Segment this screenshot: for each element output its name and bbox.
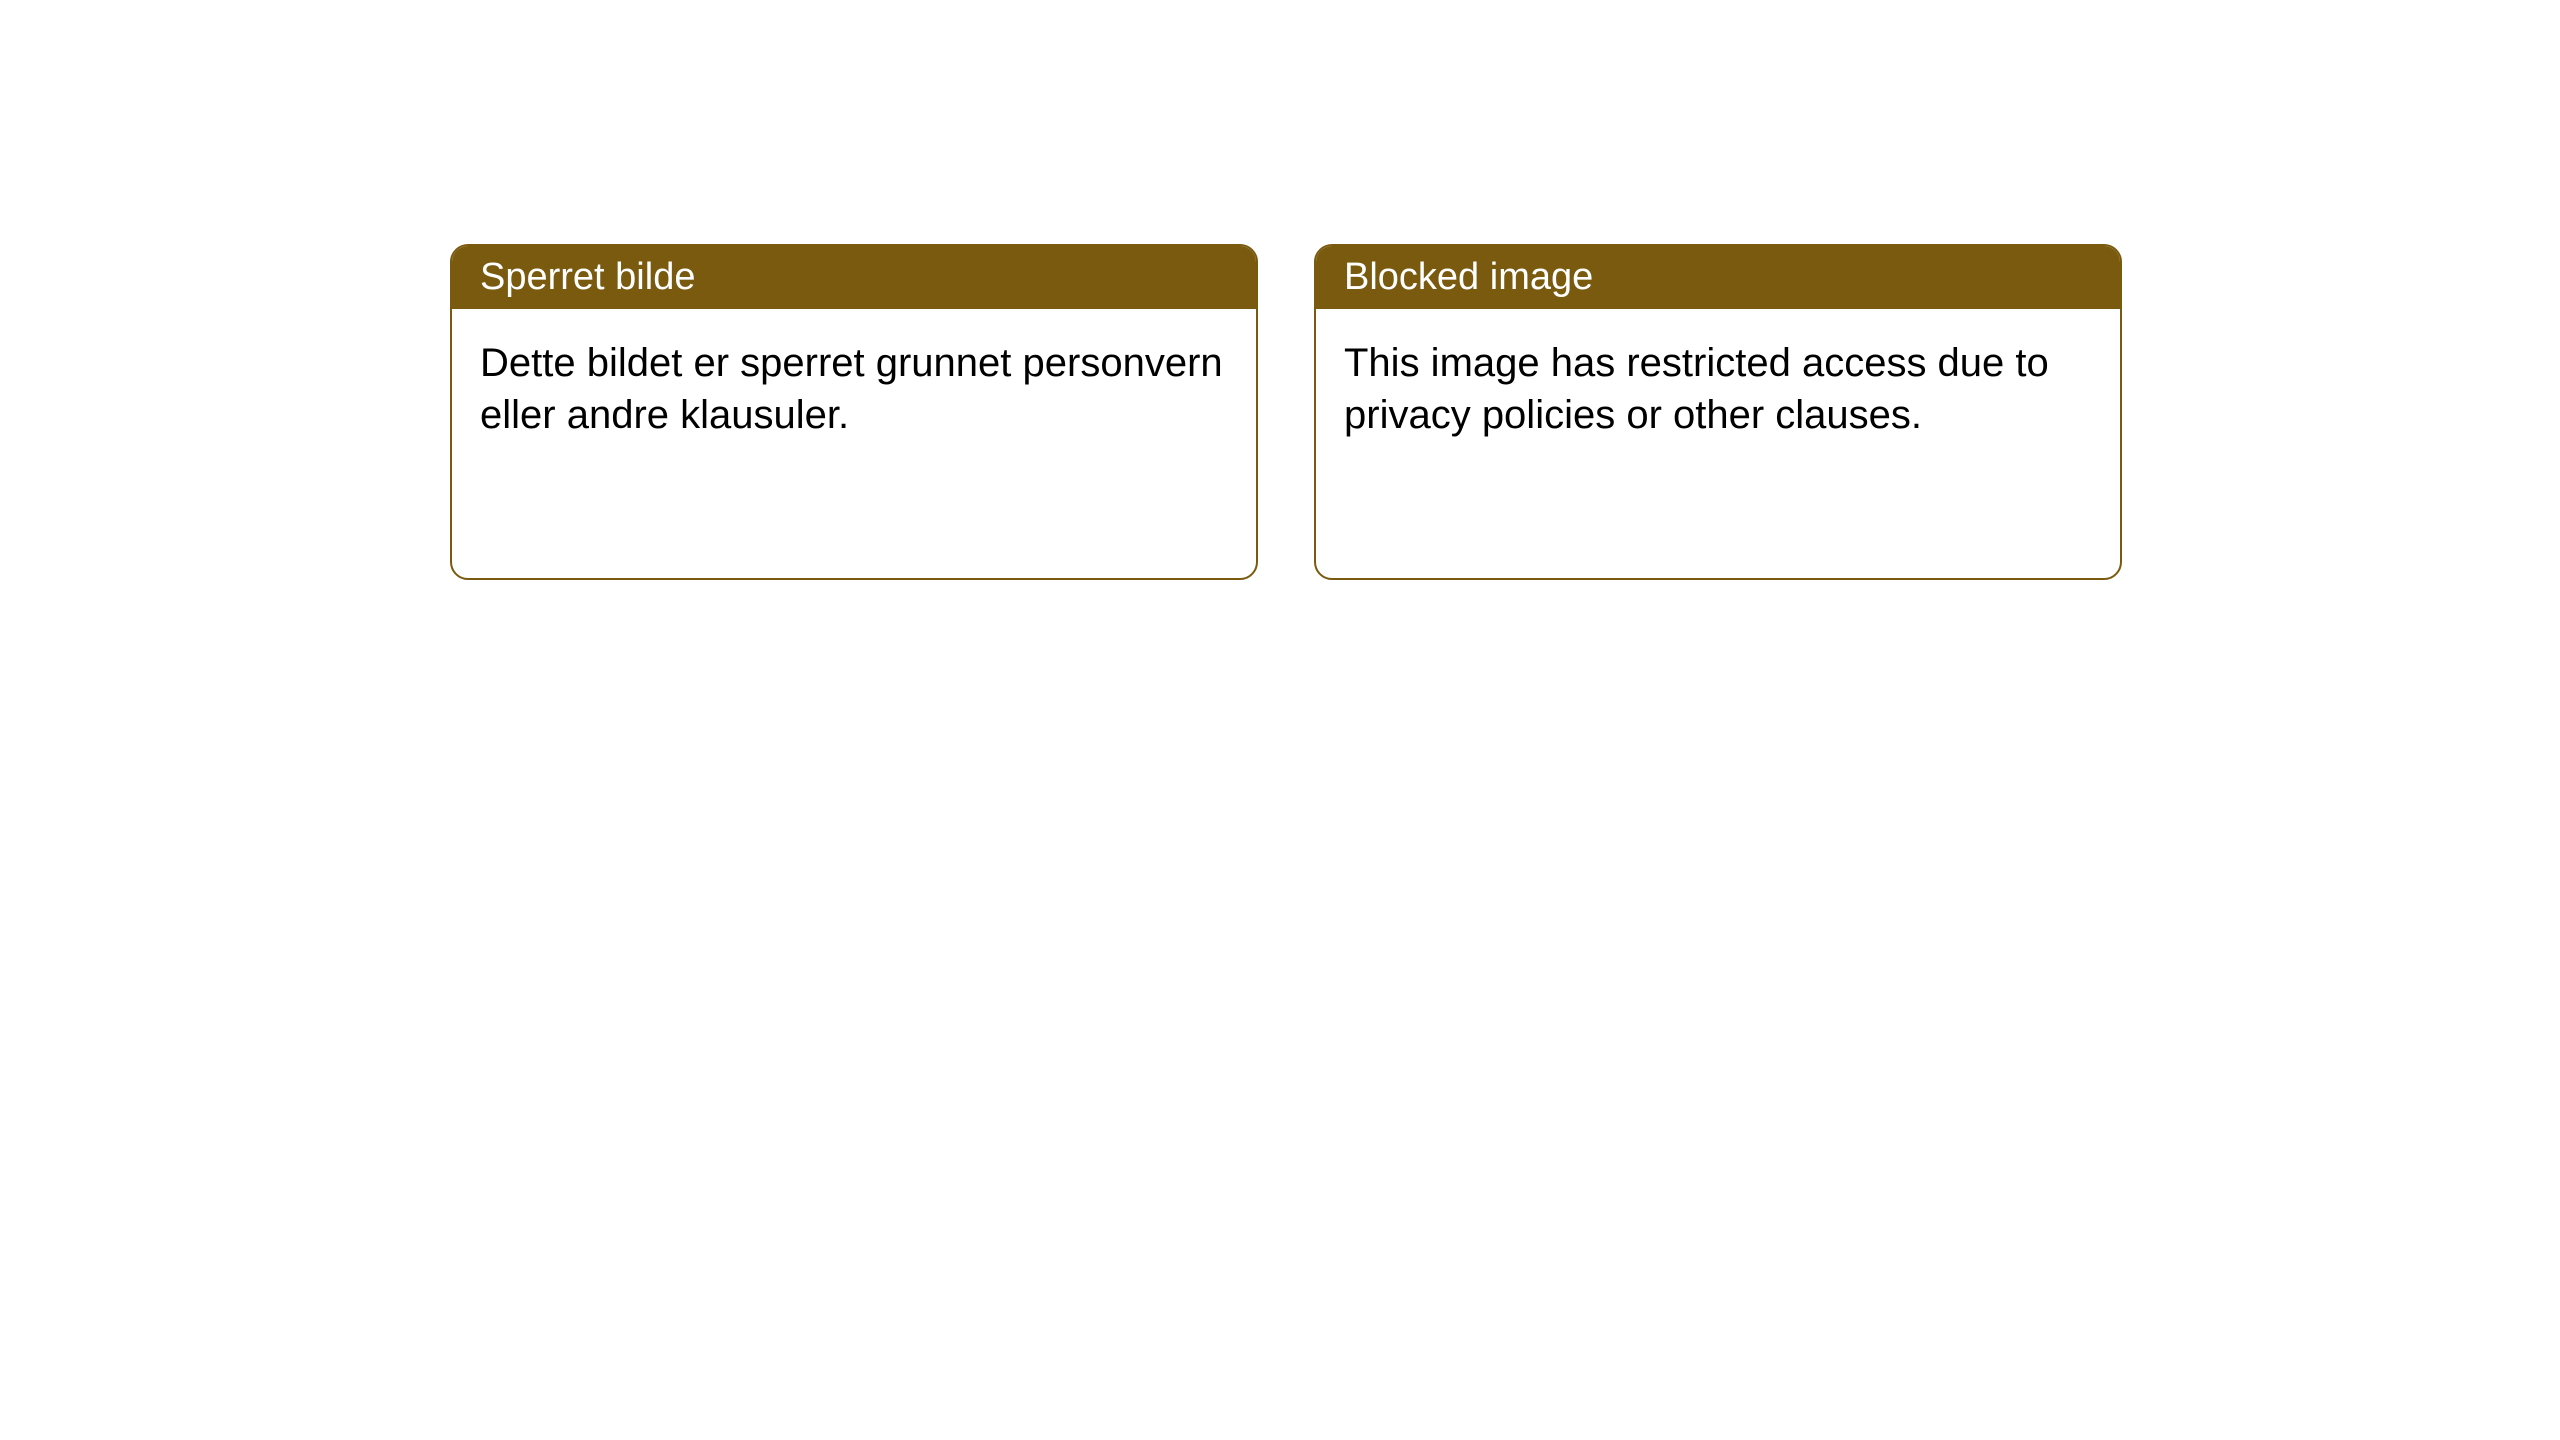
card-body: Dette bildet er sperret grunnet personve…: [452, 309, 1256, 469]
card-body-text: Dette bildet er sperret grunnet personve…: [480, 341, 1223, 437]
card-body: This image has restricted access due to …: [1316, 309, 2120, 469]
card-header: Blocked image: [1316, 246, 2120, 309]
card-title: Blocked image: [1344, 256, 1593, 298]
card-title: Sperret bilde: [480, 256, 695, 298]
notice-card-norwegian: Sperret bilde Dette bildet er sperret gr…: [450, 244, 1258, 580]
notice-container: Sperret bilde Dette bildet er sperret gr…: [450, 244, 2122, 580]
card-header: Sperret bilde: [452, 246, 1256, 309]
notice-card-english: Blocked image This image has restricted …: [1314, 244, 2122, 580]
card-body-text: This image has restricted access due to …: [1344, 341, 2049, 437]
